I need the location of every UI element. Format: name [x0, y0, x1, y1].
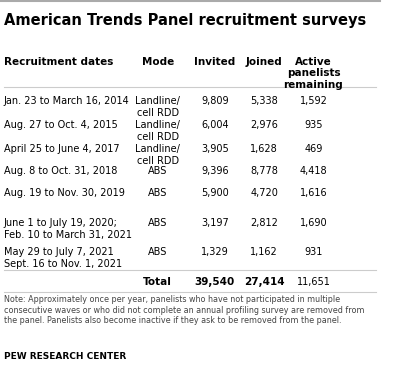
Text: 1,329: 1,329: [201, 247, 228, 257]
Text: 1,690: 1,690: [300, 218, 327, 228]
Text: Joined: Joined: [246, 57, 283, 67]
Text: June 1 to July 19, 2020;
Feb. 10 to March 31, 2021: June 1 to July 19, 2020; Feb. 10 to Marc…: [4, 218, 132, 240]
Text: Invited: Invited: [194, 57, 235, 67]
Text: May 29 to July 7, 2021
Sept. 16 to Nov. 1, 2021: May 29 to July 7, 2021 Sept. 16 to Nov. …: [4, 247, 122, 269]
Text: 935: 935: [304, 120, 323, 130]
Text: 469: 469: [304, 144, 323, 154]
Text: 11,651: 11,651: [297, 277, 331, 287]
Text: 6,004: 6,004: [201, 120, 228, 130]
Text: 1,162: 1,162: [250, 247, 278, 257]
Text: Recruitment dates: Recruitment dates: [4, 57, 113, 67]
Text: Active
panelists
remaining: Active panelists remaining: [284, 57, 344, 90]
Text: April 25 to June 4, 2017: April 25 to June 4, 2017: [4, 144, 119, 154]
Text: Aug. 8 to Oct. 31, 2018: Aug. 8 to Oct. 31, 2018: [4, 166, 117, 176]
Text: Jan. 23 to March 16, 2014: Jan. 23 to March 16, 2014: [4, 96, 129, 106]
Text: Total: Total: [143, 277, 172, 287]
Text: Mode: Mode: [142, 57, 174, 67]
Text: PEW RESEARCH CENTER: PEW RESEARCH CENTER: [4, 352, 126, 361]
Text: 39,540: 39,540: [194, 277, 235, 287]
Text: 1,592: 1,592: [299, 96, 328, 106]
Text: 4,720: 4,720: [250, 188, 278, 198]
Text: ABS: ABS: [148, 247, 168, 257]
Text: 2,812: 2,812: [250, 218, 278, 228]
Text: 27,414: 27,414: [244, 277, 284, 287]
Text: Aug. 27 to Oct. 4, 2015: Aug. 27 to Oct. 4, 2015: [4, 120, 118, 130]
Text: Note: Approximately once per year, panelists who have not participated in multip: Note: Approximately once per year, panel…: [4, 295, 364, 325]
Text: Aug. 19 to Nov. 30, 2019: Aug. 19 to Nov. 30, 2019: [4, 188, 125, 198]
Text: 3,905: 3,905: [201, 144, 228, 154]
Text: 8,778: 8,778: [250, 166, 278, 176]
Text: Landline/
cell RDD: Landline/ cell RDD: [135, 144, 180, 166]
Text: 5,900: 5,900: [201, 188, 228, 198]
Text: 2,976: 2,976: [250, 120, 278, 130]
Text: 1,628: 1,628: [250, 144, 278, 154]
Text: 931: 931: [304, 247, 323, 257]
Text: ABS: ABS: [148, 166, 168, 176]
Text: 9,809: 9,809: [201, 96, 228, 106]
Text: ABS: ABS: [148, 218, 168, 228]
Text: 3,197: 3,197: [201, 218, 228, 228]
Text: 4,418: 4,418: [300, 166, 327, 176]
Text: Landline/
cell RDD: Landline/ cell RDD: [135, 96, 180, 118]
Text: 5,338: 5,338: [250, 96, 278, 106]
Text: 1,616: 1,616: [300, 188, 327, 198]
Text: American Trends Panel recruitment surveys: American Trends Panel recruitment survey…: [4, 13, 366, 28]
Text: Landline/
cell RDD: Landline/ cell RDD: [135, 120, 180, 142]
Text: 9,396: 9,396: [201, 166, 228, 176]
Text: ABS: ABS: [148, 188, 168, 198]
